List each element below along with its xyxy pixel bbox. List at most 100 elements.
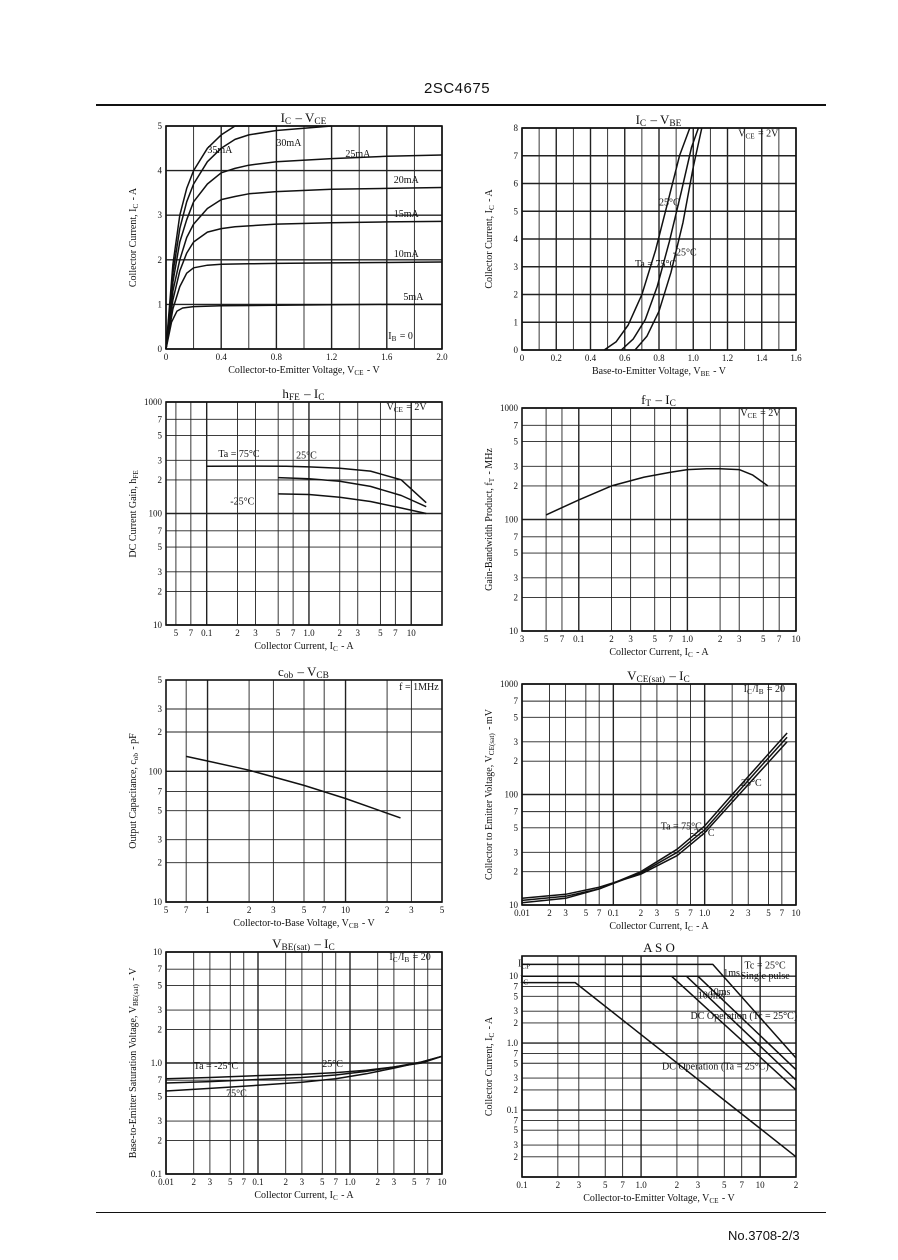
x-tick-label: 7 <box>184 905 189 915</box>
y-tick-label: 0.1 <box>507 1105 518 1115</box>
x-tick-label: 3 <box>737 634 742 644</box>
x-tick-label: 5 <box>544 634 549 644</box>
x-tick-label: 2 <box>385 905 390 915</box>
x-tick-label: 0.1 <box>516 1180 527 1190</box>
y-tick-label: 3 <box>158 1116 163 1126</box>
y-tick-label: 7 <box>514 1115 519 1125</box>
y-tick-label: 7 <box>158 787 163 797</box>
x-tick-label: 0.2 <box>551 353 562 363</box>
annotation: IB = 0 <box>388 331 413 343</box>
y-tick-label: 5 <box>514 206 519 216</box>
chart-vbesat-ic: 0.01 2 3 5 7 0.1 2 3 5 7 1.0 2 3 5 7 100.123571.0235710… <box>128 936 447 1202</box>
y-tick-label: 3 <box>514 1140 519 1150</box>
x-tick-label: 0.8 <box>653 353 665 363</box>
plot-frame <box>521 955 797 1178</box>
chart-title: fT – IC <box>641 392 677 409</box>
y-tick-label: 10 <box>509 971 519 981</box>
series-label: 20mA <box>394 175 420 186</box>
x-tick-label: 7 <box>688 908 693 918</box>
y-tick-label: 10 <box>153 947 163 957</box>
y-tick-label: 7 <box>514 151 519 161</box>
x-tick-label: 7 <box>189 628 194 638</box>
x-tick-label: 0.4 <box>585 353 597 363</box>
x-tick-label: 1.2 <box>326 352 337 362</box>
plot-frame <box>165 679 443 903</box>
y-tick-label: 3 <box>514 847 519 857</box>
chart-title: VCE(sat) – IC <box>627 668 691 685</box>
x-axis-label: Collector-to-Emitter Voltage, VCE - V <box>228 365 380 377</box>
x-tick-label: 7 <box>620 1180 625 1190</box>
y-tick-label: 7 <box>158 414 163 424</box>
y-tick-label: 1.0 <box>507 1038 519 1048</box>
series-line <box>603 127 691 351</box>
x-tick-label: 0 <box>520 353 525 363</box>
y-tick-label: 2 <box>158 858 163 868</box>
x-tick-label: 5 <box>302 905 307 915</box>
x-tick-label: 1.2 <box>722 353 733 363</box>
series-line <box>186 755 401 819</box>
series-label: -25°C <box>230 497 254 508</box>
x-axis-label: Collector-to-Emitter Voltage, VCE - V <box>583 1193 735 1205</box>
series-line <box>165 220 443 350</box>
chart-title: hFE – IC <box>282 386 325 403</box>
series-label: 1ms <box>723 968 740 979</box>
x-tick-label: 5 <box>174 628 179 638</box>
series-label: Ta = 75°C <box>218 449 259 460</box>
y-tick-label: 5 <box>158 1091 163 1101</box>
y-tick-label: 5 <box>514 1058 519 1068</box>
x-tick-label: 7 <box>291 628 296 638</box>
series-label: 10mA <box>394 249 420 260</box>
x-tick-label: 7 <box>322 905 327 915</box>
grid <box>166 401 443 626</box>
y-tick-label: 0 <box>158 344 163 354</box>
x-tick-label: 7 <box>333 1177 338 1187</box>
chart-title: IC – VBE <box>636 112 683 129</box>
y-tick-label: 7 <box>158 1075 163 1085</box>
grid <box>521 683 797 906</box>
y-tick-label: 3 <box>158 210 163 220</box>
y-tick-label: 2 <box>158 586 163 596</box>
y-tick-label: 3 <box>158 567 163 577</box>
x-tick-label: 7 <box>739 1180 744 1190</box>
y-tick-label: 2 <box>514 481 519 491</box>
plot-frame <box>165 951 443 1175</box>
annotation: Tc = 25°C <box>744 961 785 972</box>
x-tick-label: 5 <box>675 908 680 918</box>
x-tick-label: 3 <box>628 634 633 644</box>
y-tick-label: 100 <box>505 515 519 525</box>
x-tick-label: 0.1 <box>608 908 619 918</box>
y-tick-label: 5 <box>514 712 519 722</box>
chart-title: A S O <box>643 940 675 955</box>
x-tick-label: 5 <box>603 1180 608 1190</box>
y-tick-label: 0.1 <box>151 1169 162 1179</box>
series-line <box>206 465 427 504</box>
series-line <box>522 963 797 1059</box>
y-tick-label: 3 <box>158 835 163 845</box>
series-line <box>165 125 332 350</box>
series-line <box>278 476 427 508</box>
x-tick-label: 2 <box>730 908 735 918</box>
series-label: 30mA <box>276 138 302 149</box>
x-tick-label: 5 <box>584 908 589 918</box>
y-tick-label: 100 <box>149 766 163 776</box>
y-tick-label: 1000 <box>144 397 163 407</box>
y-tick-label: 10 <box>153 897 163 907</box>
part-number-header: 2SC4675 <box>424 80 491 97</box>
x-tick-label: 7 <box>425 1177 430 1187</box>
footer-rule <box>96 1212 826 1213</box>
header-rule <box>96 104 826 106</box>
x-tick-label: 5 <box>412 1177 417 1187</box>
x-tick-label: 2 <box>547 908 552 918</box>
chart-ft-ic: 3 5 7 0.1 2 3 5 7 1.0 2 3 5 7 10 10 2 3 5 7 100 2 3 5 7 1000 fT –… <box>484 392 801 659</box>
y-tick-label: 1000 <box>500 403 519 413</box>
y-tick-label: 7 <box>158 526 163 536</box>
y-tick-label: 2 <box>158 1136 163 1146</box>
x-tick-label: 0 <box>164 352 169 362</box>
series-line <box>165 186 443 350</box>
x-tick-label: 5 <box>320 1177 325 1187</box>
chart-ic-vce: 0 0.4 0.8 1.2 1.6 2.0 0 1 2 3 4 5 IC – VCE Collector… <box>128 110 448 377</box>
y-tick-label: 2 <box>514 290 519 300</box>
page-reference: No.3708-2/3 <box>728 1228 800 1243</box>
